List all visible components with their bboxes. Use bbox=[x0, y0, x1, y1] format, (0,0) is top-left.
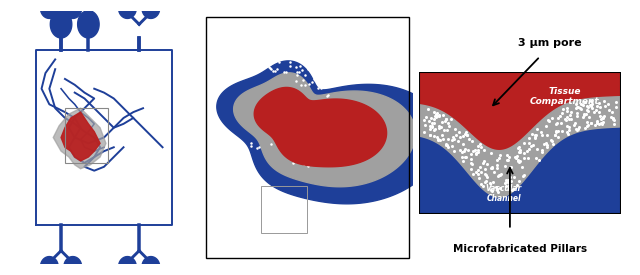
Polygon shape bbox=[254, 87, 387, 167]
Text: Microfabricated Pillars: Microfabricated Pillars bbox=[453, 244, 587, 254]
Polygon shape bbox=[77, 11, 99, 38]
Text: Vascular
Channel: Vascular Channel bbox=[486, 184, 522, 203]
Polygon shape bbox=[217, 61, 444, 204]
Polygon shape bbox=[64, 0, 81, 18]
Bar bbox=[65, 108, 108, 163]
Polygon shape bbox=[118, 0, 136, 18]
Polygon shape bbox=[419, 97, 621, 197]
Polygon shape bbox=[61, 112, 100, 161]
Polygon shape bbox=[419, 72, 621, 151]
Polygon shape bbox=[40, 257, 58, 275]
Polygon shape bbox=[51, 11, 72, 38]
Polygon shape bbox=[142, 257, 159, 275]
Bar bbox=[260, 186, 307, 233]
Polygon shape bbox=[40, 0, 58, 18]
Polygon shape bbox=[142, 0, 159, 18]
Polygon shape bbox=[64, 257, 81, 275]
Text: Tissue
Compartment: Tissue Compartment bbox=[529, 87, 599, 106]
Polygon shape bbox=[419, 72, 621, 214]
Polygon shape bbox=[234, 73, 415, 187]
Text: 3 μm pore: 3 μm pore bbox=[518, 38, 582, 48]
Polygon shape bbox=[118, 257, 136, 275]
Polygon shape bbox=[53, 108, 106, 169]
